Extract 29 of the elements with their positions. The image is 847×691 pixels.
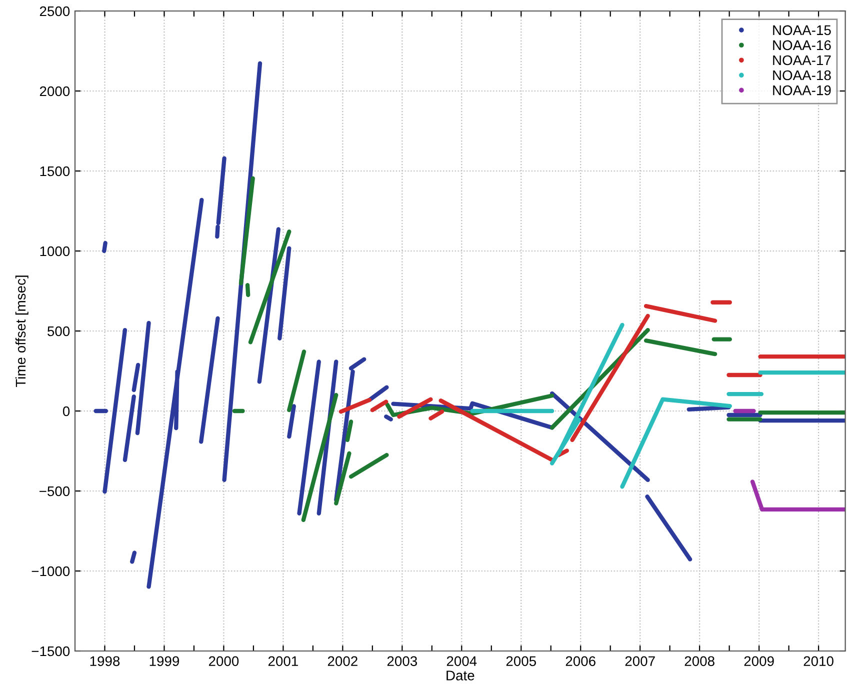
legend-label: NOAA-17 — [773, 55, 831, 66]
x-tick-label: 2000 — [208, 656, 239, 666]
y-tick-label: −1000 — [32, 566, 70, 576]
x-tick-label: 2007 — [625, 656, 655, 666]
x-tick-label: 2006 — [566, 656, 596, 666]
x-axis-title: Date — [446, 670, 474, 680]
x-tick-label: 2009 — [744, 656, 774, 666]
y-axis-title: Time offset [msec] — [15, 276, 28, 388]
y-tick-label: 1000 — [40, 246, 70, 256]
y-tick-label: 2500 — [40, 6, 70, 16]
y-tick-label: 500 — [48, 326, 70, 336]
y-tick-label: 0 — [62, 406, 70, 416]
x-tick-label: 2008 — [684, 656, 714, 666]
x-tick-label: 2003 — [387, 656, 417, 666]
x-tick-label: 1998 — [90, 656, 120, 666]
x-tick-label: 1999 — [150, 656, 180, 666]
y-tick-label: −1500 — [32, 646, 70, 656]
x-tick-label: 2004 — [446, 656, 477, 666]
x-tick-label: 2005 — [506, 656, 536, 666]
y-tick-label: −500 — [40, 486, 70, 496]
legend-label: NOAA-18 — [773, 70, 831, 80]
x-tick-label: 2001 — [268, 656, 298, 666]
x-tick-label: 2002 — [328, 656, 358, 666]
legend-label: NOAA-15 — [773, 25, 831, 36]
y-tick-label: 1500 — [40, 166, 70, 176]
x-tick-label: 2010 — [804, 656, 834, 666]
legend-label: NOAA-19 — [773, 85, 831, 96]
legend-label: NOAA-16 — [773, 40, 831, 50]
y-tick-label: 2000 — [40, 86, 70, 96]
